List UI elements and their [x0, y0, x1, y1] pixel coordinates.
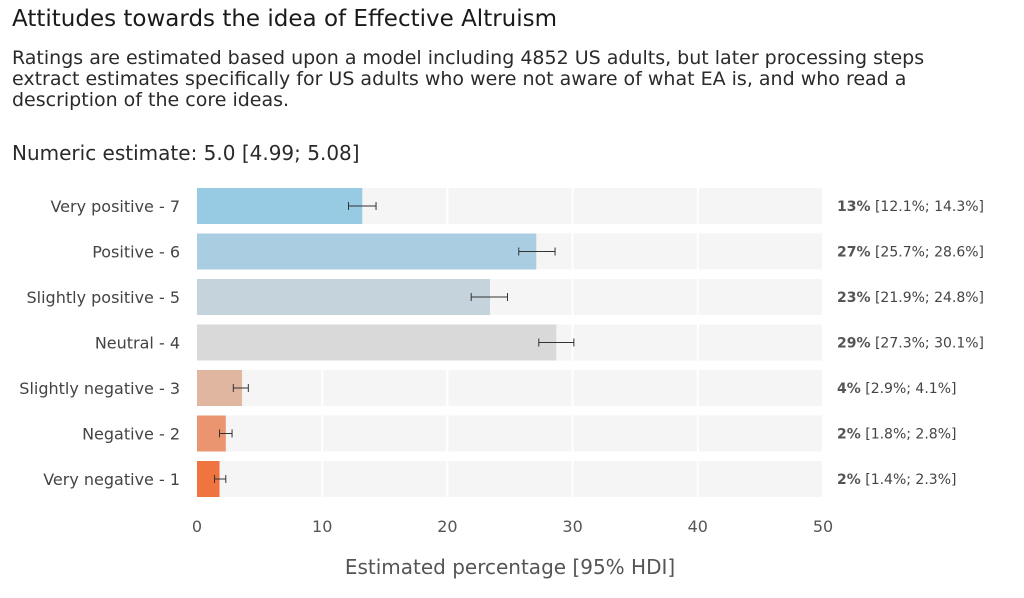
x-tick-label: 50 — [813, 517, 833, 536]
value-label: 2% [1.4%; 2.3%] — [837, 472, 956, 488]
category-label: Slightly negative - 3 — [19, 379, 180, 398]
subtitle-line: description of the core ideas. — [12, 89, 290, 111]
category-label: Very negative - 1 — [43, 470, 180, 489]
value-label: 29% [27.3%; 30.1%] — [837, 336, 984, 352]
value-label: 2% [1.8%; 2.8%] — [837, 427, 956, 443]
value-label: 23% [21.9%; 24.8%] — [837, 290, 984, 306]
value-label: 27% [25.7%; 28.6%] — [837, 245, 984, 261]
numeric-estimate: Numeric estimate: 5.0 [4.99; 5.08] — [12, 141, 360, 165]
bar-track — [197, 370, 823, 406]
value-label: 4% [2.9%; 4.1%] — [837, 381, 956, 397]
x-axis-title: Estimated percentage [95% HDI] — [345, 555, 675, 579]
bar — [197, 233, 537, 270]
x-tick-label: 40 — [688, 517, 708, 536]
chart-subtitle: Ratings are estimated based upon a model… — [12, 48, 1012, 111]
category-label: Very positive - 7 — [50, 197, 180, 216]
category-label: Negative - 2 — [82, 425, 180, 444]
category-label: Slightly positive - 5 — [27, 288, 181, 307]
x-tick-label: 0 — [192, 517, 202, 536]
value-label: 13% [12.1%; 14.3%] — [837, 199, 984, 215]
bar-track — [197, 415, 823, 452]
bar — [197, 324, 557, 361]
category-label: Neutral - 4 — [95, 334, 180, 353]
x-tick-label: 10 — [312, 517, 332, 536]
chart-title: Attitudes towards the idea of Effective … — [12, 6, 558, 32]
x-tick-label: 30 — [562, 517, 582, 536]
bar-track — [197, 461, 823, 497]
bar — [197, 461, 220, 497]
subtitle-line: extract estimates specifically for US ad… — [12, 68, 907, 90]
x-tick-label: 20 — [437, 517, 457, 536]
bar — [197, 188, 363, 224]
bar — [197, 279, 490, 315]
subtitle-line: Ratings are estimated based upon a model… — [12, 47, 925, 69]
category-label: Positive - 6 — [92, 243, 180, 262]
